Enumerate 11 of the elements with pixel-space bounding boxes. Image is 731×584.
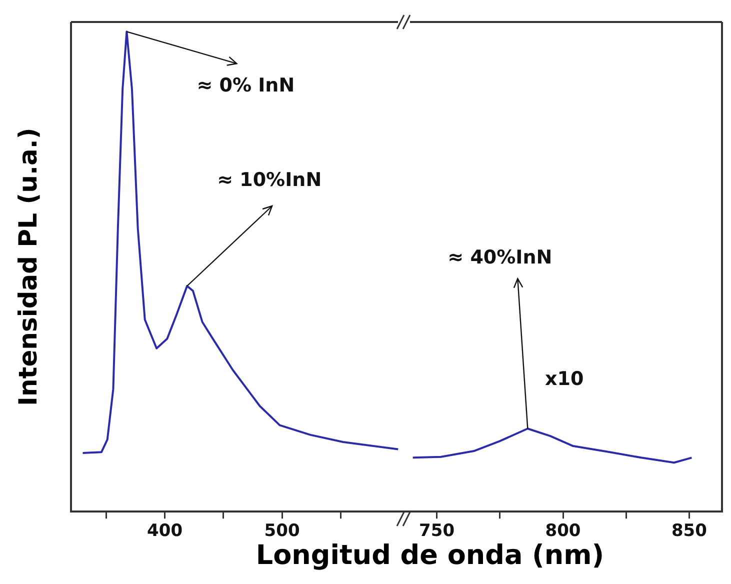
text: x10 [545, 368, 584, 390]
x-tick-label: 500 [264, 521, 300, 542]
annotation: ≈ 40%InN [448, 246, 552, 269]
x-tick-label: 400 [147, 521, 183, 542]
annotation: ≈ 0% InN [196, 74, 295, 97]
x-tick-label: 850 [671, 521, 708, 542]
x-tick-label: 800 [545, 521, 581, 542]
x-tick-label: 750 [419, 521, 455, 542]
annotation: ≈ 10%InN [217, 168, 322, 191]
y-axis-title: Intensidad PL (u.a.) [14, 128, 42, 406]
x-axis-title: Longitud de onda (nm) [254, 540, 606, 571]
